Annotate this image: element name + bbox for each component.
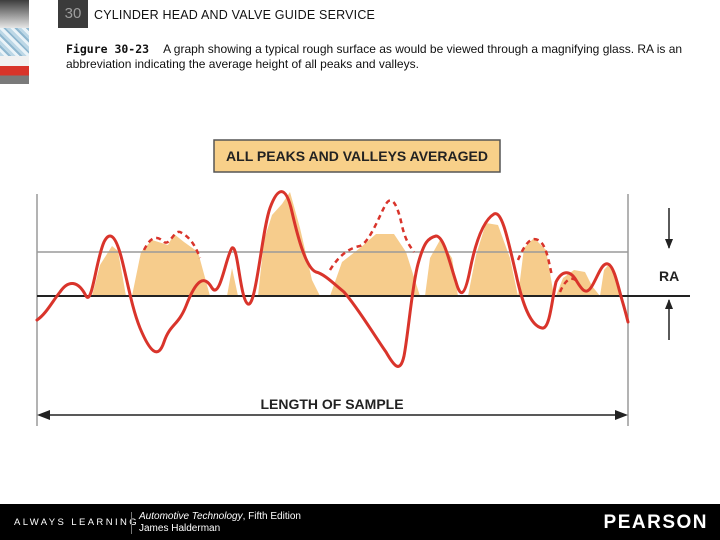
slide-footer: ALWAYS LEARNING Automotive Technology, F… [0,504,720,540]
length-arrow-right-head [615,410,628,420]
slide-header: 30 CYLINDER HEAD AND VALVE GUIDE SERVICE [0,0,720,84]
diagram-title: ALL PEAKS AND VALLEYS AVERAGED [226,148,488,164]
chapter-title: CYLINDER HEAD AND VALVE GUIDE SERVICE [94,8,376,22]
dashed-profile-right [516,237,554,277]
dashed-profile-center [328,199,416,271]
diagram-canvas: RA LENGTH OF SAMPLE ALL PEAKS AND VALLEY… [35,139,690,426]
book-info: Automotive Technology, Fifth Edition Jam… [139,511,301,535]
dashed-profile-far-right [558,277,579,293]
red-car-thumbnail [0,56,29,84]
caption-text: A graph showing a typical rough surface … [66,42,683,71]
ice-thumbnail [0,28,29,56]
always-learning-tagline: ALWAYS LEARNING [14,517,140,528]
figure-label: Figure 30-23 [66,42,150,56]
pearson-logo: PEARSON [603,512,708,533]
chapter-number: 30 [58,0,88,28]
book-edition: , Fifth Edition [242,511,301,522]
book-author: James Halderman [139,523,221,534]
length-arrow-left-head [37,410,50,420]
surface-roughness-diagram: RA LENGTH OF SAMPLE ALL PEAKS AND VALLEY… [0,130,720,430]
book-title: Automotive Technology [139,511,243,522]
ra-label: RA [659,268,679,284]
length-of-sample-label: LENGTH OF SAMPLE [260,396,403,412]
figure-caption: Figure 30-23 A graph showing a typical ro… [66,42,686,72]
footer-divider [131,512,132,534]
surface-profile [35,190,630,368]
dashed-profile-left [142,230,202,259]
title-box [213,139,501,173]
car-thumbnail [0,0,29,28]
